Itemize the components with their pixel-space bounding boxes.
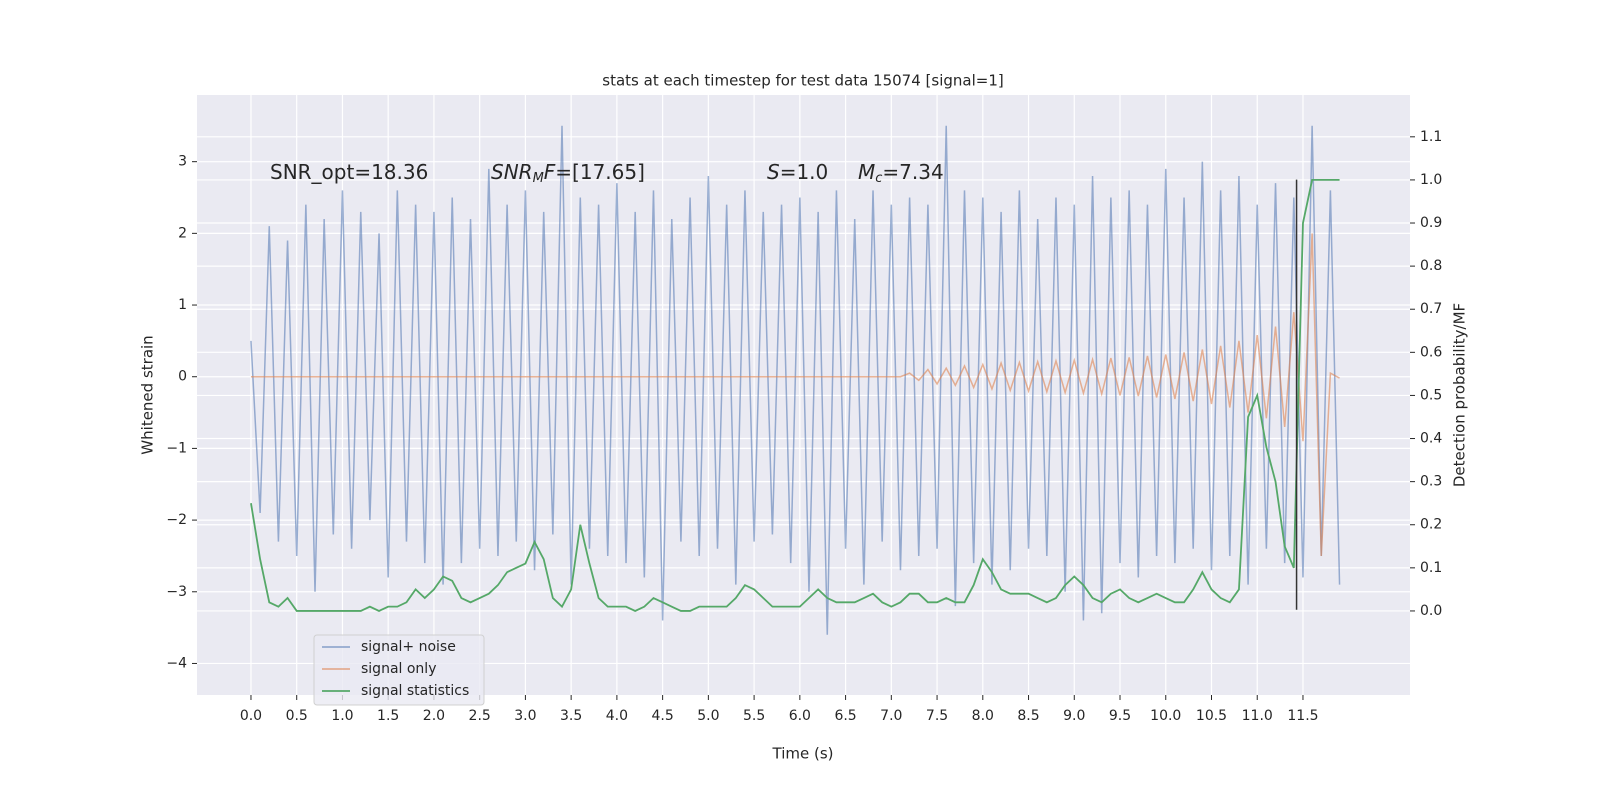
y2-tick-label: 0.6: [1420, 344, 1442, 360]
y2-tick-label: 0.4: [1420, 431, 1442, 447]
x-tick-label: 1.5: [377, 708, 399, 724]
annotation: SNR_opt=18.36: [270, 160, 428, 184]
annotation: S=1.0: [767, 160, 828, 184]
y2-tick-label: 0.2: [1420, 517, 1442, 533]
x-tick-label: 6.0: [789, 708, 811, 724]
annotation-part: S: [767, 160, 780, 184]
x-tick-label: 0.5: [286, 708, 308, 724]
annotation-part: =[17.65]: [555, 160, 645, 184]
y-tick-label: −4: [166, 655, 187, 671]
x-tick-label: 4.5: [651, 708, 673, 724]
annotation-part: SNR_opt=18.36: [270, 160, 428, 184]
annotation-part: =1.0: [780, 160, 829, 184]
y-tick-label: 1: [178, 297, 187, 313]
annotation: SNRMF=[17.65]: [491, 160, 645, 186]
x-tick-label: 8.5: [1017, 708, 1039, 724]
x-tick-label: 2.0: [423, 708, 445, 724]
annotation-part: c: [875, 171, 882, 186]
legend-label: signal only: [361, 661, 436, 677]
y-tick-label: 3: [178, 154, 187, 170]
annotation-part: M: [858, 160, 875, 184]
series-line: [250, 233, 1340, 556]
x-tick-label: 2.5: [469, 708, 491, 724]
x-tick-label: 9.0: [1063, 708, 1085, 724]
annotation-part: F: [544, 160, 556, 184]
annotation-part: SNR: [491, 160, 533, 184]
y2-tick-label: 0.5: [1420, 387, 1442, 403]
x-tick-label: 11.5: [1287, 708, 1318, 724]
series-line: [250, 179, 1340, 612]
x-tick-label: 0.0: [240, 708, 262, 724]
x-tick-label: 3.5: [560, 708, 582, 724]
x-tick-label: 4.0: [606, 708, 628, 724]
x-tick-label: 6.5: [834, 708, 856, 724]
x-tick-label: 7.5: [926, 708, 948, 724]
y2-tick-label: 0.3: [1420, 474, 1442, 490]
legend-label: signal+ noise: [361, 639, 456, 655]
x-tick-label: 5.5: [743, 708, 765, 724]
annotation: Mc=7.34: [858, 160, 944, 186]
data: [250, 125, 1341, 635]
y2-tick-label: 0.1: [1420, 560, 1442, 576]
y-tick-label: −2: [166, 512, 187, 528]
x-tick-label: 10.5: [1196, 708, 1227, 724]
x-tick-label: 11.0: [1242, 708, 1273, 724]
chart-title: stats at each timestep for test data 150…: [602, 72, 1003, 90]
y2-tick-label: 0.7: [1420, 301, 1442, 317]
x-tick-label: 7.0: [880, 708, 902, 724]
y2-tick-label: 0.9: [1420, 215, 1442, 231]
x-tick-label: 1.0: [331, 708, 353, 724]
x-tick-label: 8.0: [972, 708, 994, 724]
legend-box: [313, 634, 485, 706]
y2-axis-label: Detection probability/MF: [1451, 303, 1469, 487]
x-tick-label: 3.0: [514, 708, 536, 724]
legend-label: signal statistics: [361, 683, 469, 699]
x-axis-label: Time (s): [772, 745, 834, 763]
annotation-part: =7.34: [882, 160, 943, 184]
x-tick-label: 10.0: [1150, 708, 1181, 724]
y-tick-label: 2: [178, 225, 187, 241]
y-tick-label: −3: [166, 584, 187, 600]
x-tick-label: 9.5: [1109, 708, 1131, 724]
y-tick-label: −1: [166, 440, 187, 456]
y-tick-label: 0: [178, 369, 187, 385]
series-line: [250, 125, 1341, 635]
y2-tick-label: 1.0: [1420, 172, 1442, 188]
annotation-part: M: [533, 171, 544, 186]
y-axis-label: Whitened strain: [139, 335, 157, 454]
y2-tick-label: 0.0: [1420, 603, 1442, 619]
y2-tick-label: 0.8: [1420, 258, 1442, 274]
x-tick-label: 5.0: [697, 708, 719, 724]
y2-tick-label: 1.1: [1420, 129, 1442, 145]
